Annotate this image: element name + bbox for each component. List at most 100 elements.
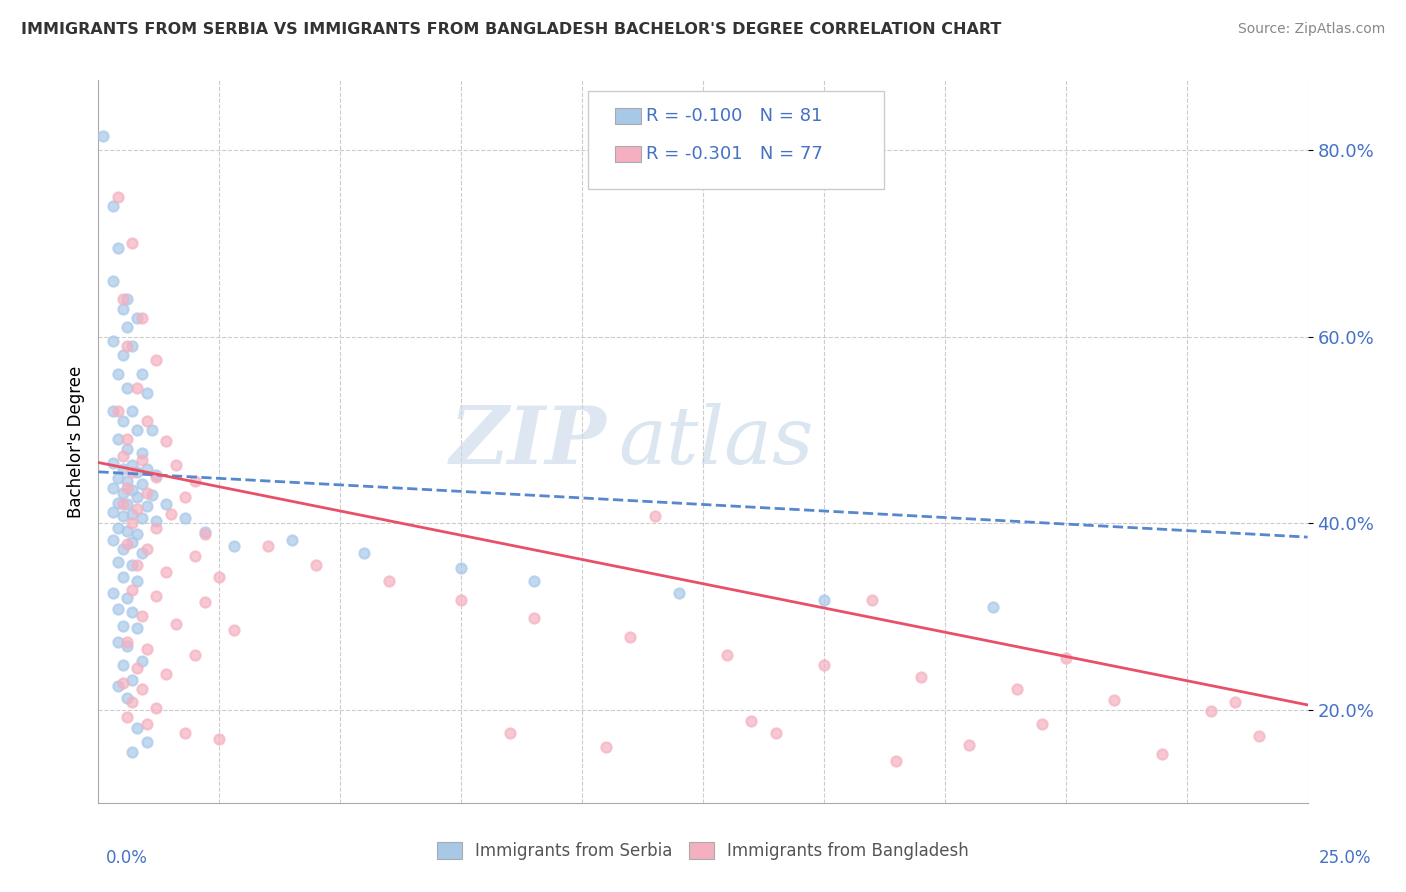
Point bbox=[127, 527, 149, 541]
Point bbox=[174, 726, 197, 740]
Point bbox=[127, 490, 149, 504]
Point bbox=[101, 586, 124, 600]
Point bbox=[127, 721, 149, 735]
Point bbox=[117, 635, 139, 649]
Point bbox=[121, 605, 143, 619]
Point bbox=[101, 199, 124, 213]
Point bbox=[101, 274, 124, 288]
Point bbox=[111, 657, 134, 672]
Point bbox=[117, 498, 139, 512]
Point bbox=[135, 642, 157, 657]
Point bbox=[107, 471, 129, 485]
Text: R = -0.100   N = 81: R = -0.100 N = 81 bbox=[647, 107, 823, 126]
Point bbox=[131, 654, 153, 668]
Point bbox=[135, 486, 157, 500]
Point bbox=[135, 542, 157, 557]
Point bbox=[131, 511, 153, 525]
Point bbox=[121, 673, 143, 687]
Point bbox=[135, 500, 157, 514]
Point bbox=[141, 423, 163, 437]
Text: ZIP: ZIP bbox=[450, 403, 606, 480]
Point bbox=[1249, 729, 1271, 743]
Point bbox=[127, 558, 149, 572]
Point bbox=[957, 738, 980, 752]
Point bbox=[131, 681, 153, 696]
Point bbox=[155, 434, 177, 448]
Point bbox=[107, 495, 129, 509]
Point bbox=[131, 609, 153, 624]
FancyBboxPatch shape bbox=[614, 109, 641, 124]
Point bbox=[91, 129, 114, 144]
Point bbox=[174, 511, 197, 525]
Point bbox=[1102, 693, 1125, 707]
Point bbox=[111, 449, 134, 463]
Point bbox=[595, 739, 617, 754]
Point bbox=[107, 602, 129, 616]
Point bbox=[145, 514, 167, 528]
Point bbox=[127, 381, 149, 395]
Point bbox=[305, 558, 328, 572]
Point bbox=[860, 592, 883, 607]
Point bbox=[910, 670, 932, 684]
Point bbox=[121, 236, 143, 251]
Point bbox=[141, 488, 163, 502]
Point bbox=[1007, 681, 1029, 696]
Point bbox=[981, 600, 1004, 615]
Point bbox=[121, 516, 143, 530]
Point bbox=[127, 465, 149, 479]
Point bbox=[716, 648, 738, 663]
Point bbox=[107, 679, 129, 693]
Point bbox=[619, 630, 641, 644]
Point bbox=[155, 498, 177, 512]
Point bbox=[121, 339, 143, 353]
Point bbox=[121, 458, 143, 473]
Point bbox=[208, 570, 231, 584]
Point bbox=[101, 481, 124, 495]
Point bbox=[765, 726, 787, 740]
Point bbox=[1054, 651, 1077, 665]
FancyBboxPatch shape bbox=[588, 91, 884, 189]
Point bbox=[127, 621, 149, 635]
Point bbox=[107, 555, 129, 569]
Text: Source: ZipAtlas.com: Source: ZipAtlas.com bbox=[1237, 22, 1385, 37]
Point bbox=[523, 611, 546, 625]
Point bbox=[107, 521, 129, 535]
Point bbox=[117, 432, 139, 446]
Point bbox=[107, 432, 129, 446]
Point bbox=[117, 710, 139, 724]
Point bbox=[121, 583, 143, 598]
Point bbox=[127, 660, 149, 674]
Text: 25.0%: 25.0% bbox=[1319, 849, 1371, 867]
Text: IMMIGRANTS FROM SERBIA VS IMMIGRANTS FROM BANGLADESH BACHELOR'S DEGREE CORRELATI: IMMIGRANTS FROM SERBIA VS IMMIGRANTS FRO… bbox=[21, 22, 1001, 37]
Point bbox=[1199, 705, 1222, 719]
Point bbox=[121, 534, 143, 549]
Point bbox=[107, 367, 129, 381]
Point bbox=[353, 546, 375, 560]
Point bbox=[111, 498, 134, 512]
Point bbox=[101, 404, 124, 418]
Point bbox=[184, 648, 207, 663]
Point bbox=[117, 481, 139, 495]
Point bbox=[281, 533, 304, 547]
FancyBboxPatch shape bbox=[614, 146, 641, 162]
Text: 0.0%: 0.0% bbox=[105, 849, 148, 867]
Point bbox=[155, 565, 177, 579]
Point bbox=[117, 591, 139, 605]
Point bbox=[135, 462, 157, 476]
Point bbox=[127, 574, 149, 588]
Point bbox=[135, 413, 157, 427]
Point bbox=[107, 404, 129, 418]
Point bbox=[145, 589, 167, 603]
Point bbox=[131, 477, 153, 491]
Point bbox=[145, 700, 167, 714]
Point bbox=[121, 507, 143, 521]
Point bbox=[740, 714, 762, 728]
Point bbox=[121, 745, 143, 759]
Point bbox=[1223, 695, 1246, 709]
Point bbox=[111, 348, 134, 362]
Point bbox=[111, 462, 134, 476]
Text: atlas: atlas bbox=[619, 403, 814, 480]
Point bbox=[121, 404, 143, 418]
Point bbox=[117, 442, 139, 456]
Point bbox=[131, 367, 153, 381]
